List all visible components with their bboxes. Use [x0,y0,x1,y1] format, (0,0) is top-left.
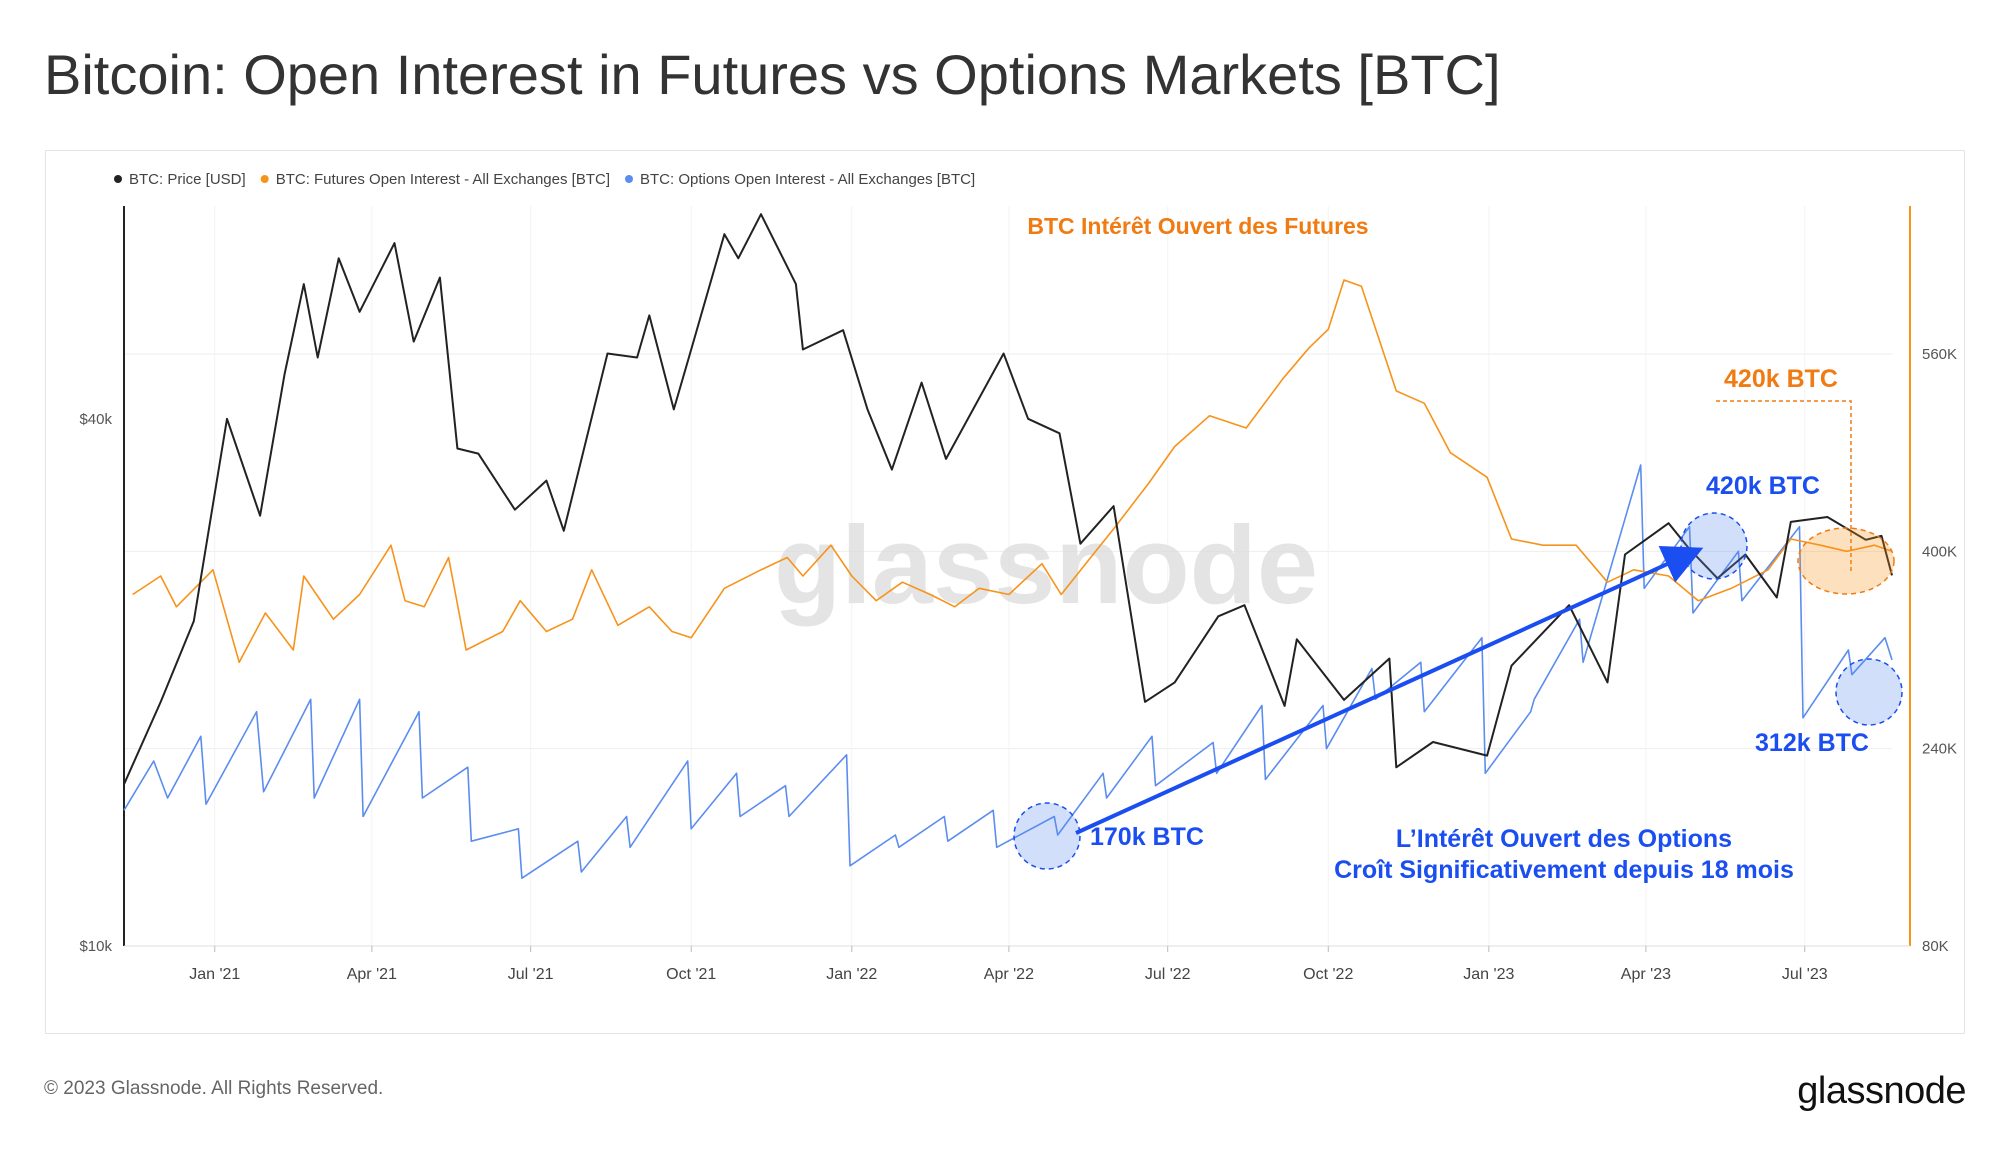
legend-marker-price [114,175,122,183]
x-axis-tick-label: Jul '21 [508,966,554,983]
left-axis-tick-label: $10k [79,938,112,955]
x-axis-tick-label: Jul '22 [1145,966,1191,983]
legend-marker-options [625,175,633,183]
legend: BTC: Price [USD] BTC: Futures Open Intere… [114,171,975,188]
series [123,213,1893,879]
legend-label-futures: BTC: Futures Open Interest - All Exchang… [276,171,610,188]
brand-logo: glassnode [1797,1070,1966,1112]
right-axis-tick-label: 560K [1922,346,1957,363]
x-axis-tick-label: Apr '22 [984,966,1034,983]
legend-label-price: BTC: Price [USD] [129,171,246,188]
right-axis-tick-label: 80K [1922,938,1949,955]
legend-marker-futures [260,175,269,183]
options-peak-label: 420k BTC [1706,472,1820,500]
x-axis-tick-label: Jul '23 [1782,966,1828,983]
options-growth-arrow [1075,546,1704,835]
x-axis-tick-label: Jan '21 [189,966,240,983]
futures-current-leader [1716,400,1852,571]
page-title: Bitcoin: Open Interest in Futures vs Opt… [44,43,1501,106]
right-axis-tick-label: 240K [1922,741,1957,758]
x-axis-tick-label: Apr '21 [347,966,397,983]
copyright-notice: © 2023 Glassnode. All Rights Reserved. [44,1078,384,1099]
right-axis-tick-label: 400K [1922,543,1957,560]
x-axis-tick-label: Oct '21 [666,966,716,983]
options-current-highlight [1835,658,1903,726]
options-growth-text-line2: Croît Significativement depuis 18 mois [1334,856,1794,884]
options-peak-highlight [1680,512,1748,580]
series-line-price [123,213,1893,785]
options-start-label: 170k BTC [1090,823,1204,851]
chart-frame: glassnode BTC: Price [USD] BTC: Futures O… [45,150,1965,1034]
options-growth-text-line1: L’Intérêt Ouvert des Options [1396,825,1732,853]
options-start-highlight [1013,802,1081,870]
x-axis-tick-label: Apr '23 [1621,966,1671,983]
x-axis-tick-label: Jan '23 [1463,966,1514,983]
axes: $10k $40k 80K 240K 400K 560K Jan '21 Apr '21 Jul… [79,206,1957,983]
futures-title-annotation: BTC Intérêt Ouvert des Futures [1027,213,1368,239]
futures-current-highlight [1797,527,1895,595]
legend-label-options: BTC: Options Open Interest - All Exchang… [640,171,975,188]
left-axis-tick-label: $40k [79,411,112,428]
x-axis-tick-label: Jan '22 [826,966,877,983]
glassnode-watermark: glassnode [774,504,1318,627]
annotations: BTC Intérêt Ouvert des Futures 420k BTC … [1013,213,1903,884]
futures-current-label: 420k BTC [1724,365,1838,393]
options-current-label: 312k BTC [1755,729,1869,757]
chart-svg: glassnode BTC: Price [USD] BTC: Futures O… [79,171,1957,983]
series-line-futures [132,279,1893,664]
series-line-options [123,464,1893,879]
x-axis-tick-label: Oct '22 [1303,966,1353,983]
